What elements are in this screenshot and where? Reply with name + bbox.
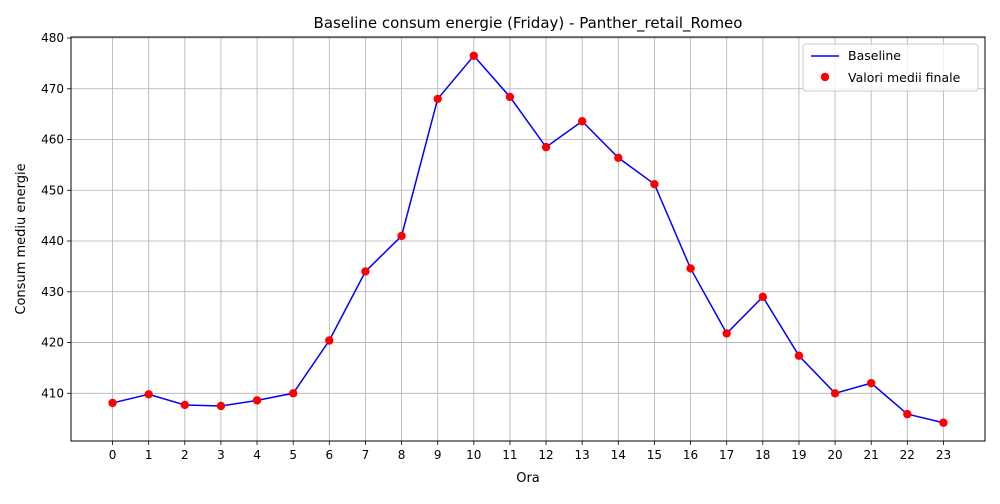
y-tick-label: 410 bbox=[41, 386, 64, 400]
x-tick-label: 4 bbox=[253, 448, 261, 462]
y-tick-label: 460 bbox=[41, 133, 64, 147]
x-tick-label: 16 bbox=[683, 448, 698, 462]
y-tick-label: 470 bbox=[41, 82, 64, 96]
scatter-point bbox=[397, 231, 406, 241]
legend-swatch-valori-medii bbox=[820, 72, 830, 82]
x-axis-ticks: 0 1 2 3 4 5 6 7 8 9 10 11 12 13 14 15 16 17 18 19 20 21 22 23 bbox=[109, 441, 951, 462]
x-tick-label: 19 bbox=[791, 448, 806, 462]
x-tick-label: 10 bbox=[466, 448, 481, 462]
y-tick-label: 420 bbox=[41, 336, 64, 350]
y-tick-label: 430 bbox=[41, 285, 64, 299]
x-tick-label: 17 bbox=[719, 448, 734, 462]
x-tick-label: 0 bbox=[109, 448, 117, 462]
y-tick-label: 450 bbox=[41, 183, 64, 197]
grid-lines bbox=[71, 37, 985, 441]
x-tick-label: 9 bbox=[434, 448, 442, 462]
x-axis-label: Ora bbox=[516, 471, 540, 486]
chart-title: Baseline consum energie (Friday) - Panth… bbox=[314, 14, 743, 33]
scatter-point bbox=[758, 292, 768, 302]
scatter-point bbox=[108, 398, 117, 408]
legend-label-valori-medii: Valori medii finale bbox=[848, 70, 961, 85]
x-tick-label: 22 bbox=[900, 448, 915, 462]
plot-frame bbox=[70, 36, 986, 442]
x-tick-label: 8 bbox=[398, 448, 406, 462]
scatter-point bbox=[216, 401, 226, 411]
x-tick-label: 18 bbox=[755, 448, 770, 462]
x-tick-label: 11 bbox=[502, 448, 517, 462]
x-tick-label: 12 bbox=[538, 448, 553, 462]
scatter-point bbox=[577, 117, 587, 126]
scatter-point bbox=[325, 336, 334, 345]
scatter-point bbox=[361, 267, 370, 276]
scatter-point bbox=[252, 396, 262, 405]
y-axis-ticks: 410 420 430 440 450 460 470 480 bbox=[41, 31, 71, 400]
x-tick-label: 14 bbox=[611, 448, 626, 462]
y-tick-label: 480 bbox=[41, 31, 64, 45]
scatter-point bbox=[939, 418, 948, 427]
x-tick-label: 20 bbox=[827, 448, 842, 462]
scatter-point bbox=[469, 51, 479, 60]
legend-label-baseline: Baseline bbox=[848, 48, 901, 63]
scatter-point bbox=[686, 264, 695, 273]
scatter-point bbox=[541, 142, 551, 152]
legend-box bbox=[802, 43, 979, 92]
y-axis-label: Consum mediu energie bbox=[14, 163, 29, 314]
x-tick-label: 13 bbox=[575, 448, 590, 462]
x-tick-label: 7 bbox=[362, 448, 370, 462]
scatter-point bbox=[722, 329, 731, 338]
scatter-point bbox=[180, 400, 189, 410]
x-tick-label: 3 bbox=[217, 448, 225, 462]
x-tick-label: 1 bbox=[145, 448, 153, 462]
scatter-point bbox=[288, 389, 298, 398]
scatter-point bbox=[830, 389, 840, 398]
scatter-point bbox=[505, 92, 515, 102]
x-tick-label: 2 bbox=[181, 448, 189, 462]
scatter-point bbox=[614, 153, 623, 162]
series-line-baseline bbox=[112, 54, 944, 424]
scatter-point bbox=[903, 409, 912, 419]
scatter-points bbox=[108, 51, 948, 427]
scatter-point bbox=[650, 179, 659, 189]
scatter-point bbox=[794, 351, 804, 360]
x-tick-label: 6 bbox=[325, 448, 333, 462]
x-tick-label: 21 bbox=[864, 448, 879, 462]
scatter-point bbox=[144, 390, 153, 399]
x-tick-label: 15 bbox=[647, 448, 662, 462]
x-tick-label: 23 bbox=[936, 448, 951, 462]
y-tick-label: 440 bbox=[41, 234, 64, 248]
x-tick-label: 5 bbox=[289, 448, 297, 462]
legend: Baseline Valori medii finale bbox=[802, 43, 979, 92]
scatter-point bbox=[433, 94, 442, 104]
scatter-point bbox=[867, 378, 876, 388]
